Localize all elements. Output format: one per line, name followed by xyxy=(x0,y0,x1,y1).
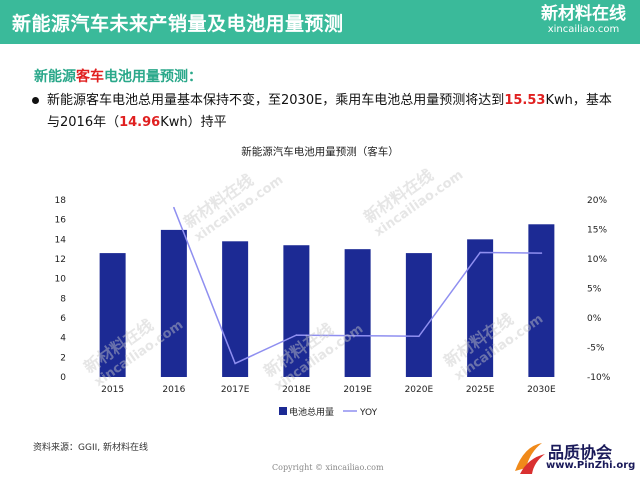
page-title: 新能源汽车未来产销量及电池用量预测 xyxy=(12,13,344,35)
bullet-text-part2: Kwh，基本与2016年（ xyxy=(47,93,612,130)
bar-2020E xyxy=(405,253,432,377)
section-title: 新能源客车电池用量预测： xyxy=(34,66,202,86)
right-tick-label: 15% xyxy=(587,226,607,236)
legend-line-label: YOY xyxy=(359,408,378,418)
yoy-point-2025E xyxy=(479,251,481,254)
left-tick-label: 2 xyxy=(60,353,66,363)
x-tick-label: 2015 xyxy=(101,385,124,395)
left-tick-label: 12 xyxy=(55,255,66,265)
yoy-point-2017E xyxy=(234,362,236,365)
copyright-text: Copyright © xincailiao.com xyxy=(272,463,384,472)
legend-bar-swatch xyxy=(279,407,287,415)
header-bar: 新能源汽车未来产销量及电池用量预测 新材料在线 xincailiao.com xyxy=(0,0,640,44)
left-tick-label: 4 xyxy=(60,334,66,344)
chart-title: 新能源汽车电池用量预测（客车） xyxy=(241,145,399,158)
brand-name: 品质协会 xyxy=(548,443,613,462)
left-tick-label: 6 xyxy=(60,314,66,324)
bar-2017E xyxy=(222,241,249,377)
right-tick-label: 20% xyxy=(587,196,607,206)
bullet-text-part3: Kwh）持平 xyxy=(160,115,227,130)
left-tick-label: 8 xyxy=(60,294,66,304)
pinzhi-brand: 品质协会 www.PinZhi.org xyxy=(512,438,636,476)
bullet-icon xyxy=(32,97,39,104)
bar-2018E xyxy=(283,245,310,377)
bar-2015 xyxy=(99,253,126,377)
section-title-highlight: 客车 xyxy=(76,69,104,85)
right-tick-label: 5% xyxy=(587,285,602,295)
battery-usage-chart: 新能源汽车电池用量预测（客车） 0 2 4 6 8 10 12 14 16 18 -10% -5% 0… xyxy=(55,145,611,418)
bar-2025E xyxy=(467,239,494,377)
right-tick-label: 10% xyxy=(587,255,607,265)
left-tick-label: 10 xyxy=(55,275,67,285)
right-tick-label: 0% xyxy=(587,314,602,324)
pinzhi-logo-icon xyxy=(515,443,545,474)
x-tick-label: 2016 xyxy=(162,385,185,395)
bullet-text: 新能源客车电池总用量基本保持不变，至2030E，乘用车电池总用量预测将达到15.… xyxy=(47,90,622,134)
left-tick-label: 14 xyxy=(55,235,67,245)
left-tick-label: 18 xyxy=(55,196,67,206)
x-tick-label: 2025E xyxy=(466,385,495,395)
x-tick-label: 2020E xyxy=(405,385,434,395)
brand-url: www.PinZhi.org xyxy=(546,460,636,471)
bar-2019E xyxy=(344,249,371,377)
x-tick-label: 2017E xyxy=(221,385,250,395)
brand-logo: 新材料在线 xincailiao.com xyxy=(541,4,626,36)
logo-main-text: 新材料在线 xyxy=(541,4,626,24)
left-tick-label: 0 xyxy=(60,373,66,383)
bullet-value-2030: 15.53 xyxy=(504,93,546,108)
x-tick-label: 2019E xyxy=(343,385,372,395)
right-tick-label: -10% xyxy=(587,373,611,383)
yoy-point-2016 xyxy=(173,206,175,209)
bullet-value-2016: 14.96 xyxy=(119,115,161,130)
yoy-point-2020E xyxy=(418,335,420,338)
section-title-pre: 新能源 xyxy=(34,69,76,85)
yoy-point-2019E xyxy=(356,334,359,337)
bullet-text-part1: 新能源客车电池总用量基本保持不变，至2030E，乘用车电池总用量预测将达到 xyxy=(47,93,505,108)
section-title-post: 电池用量预测： xyxy=(104,69,202,85)
right-tick-label: -5% xyxy=(587,344,605,354)
bar-2030E xyxy=(528,224,555,377)
legend-bar-label: 电池总用量 xyxy=(289,406,334,418)
x-tick-label: 2018E xyxy=(282,385,311,395)
source-note: 资料来源：GGII, 新材料在线 xyxy=(33,443,148,453)
yoy-point-2018E xyxy=(295,334,298,336)
logo-sub-text: xincailiao.com xyxy=(547,24,620,35)
bar-2016 xyxy=(160,229,187,377)
left-tick-label: 16 xyxy=(55,216,67,226)
x-tick-label: 2030E xyxy=(527,385,556,395)
yoy-point-2030E xyxy=(540,252,543,254)
